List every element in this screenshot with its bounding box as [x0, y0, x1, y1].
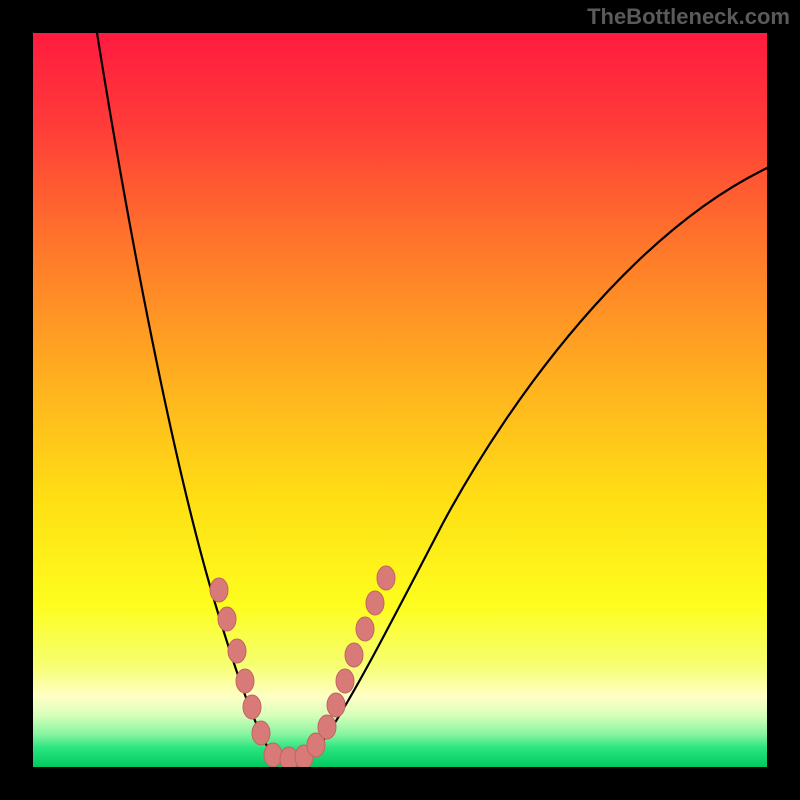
gradient-background	[33, 33, 767, 767]
data-marker	[366, 591, 384, 615]
data-marker	[264, 743, 282, 767]
data-marker	[318, 715, 336, 739]
chart-frame: TheBottleneck.com	[0, 0, 800, 800]
data-marker	[243, 695, 261, 719]
data-marker	[218, 607, 236, 631]
data-marker	[336, 669, 354, 693]
data-marker	[345, 643, 363, 667]
data-marker	[228, 639, 246, 663]
watermark-text: TheBottleneck.com	[587, 4, 790, 30]
data-marker	[356, 617, 374, 641]
plot-area	[33, 33, 767, 767]
data-marker	[210, 578, 228, 602]
data-marker	[236, 669, 254, 693]
data-marker	[327, 693, 345, 717]
data-marker	[252, 721, 270, 745]
chart-svg	[33, 33, 767, 767]
data-marker	[377, 566, 395, 590]
